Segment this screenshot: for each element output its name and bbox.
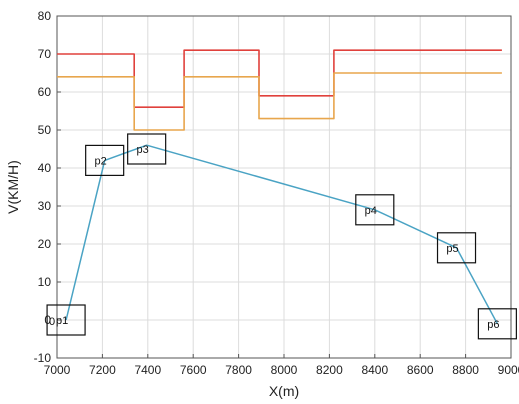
- point-marker-p6: p6: [477, 308, 517, 340]
- y-tick-label: 20: [38, 237, 52, 251]
- x-tick-label: 7200: [89, 363, 116, 377]
- point-box: [436, 232, 477, 264]
- x-axis-title: X(m): [269, 383, 299, 399]
- y-tick-label: 70: [38, 47, 52, 61]
- x-tick-label: 8000: [271, 363, 298, 377]
- point-marker-p2: p2: [85, 144, 125, 176]
- x-tick-label: 8400: [361, 363, 388, 377]
- y-axis-title: V(KM/H): [5, 160, 21, 214]
- x-tick-label: 7800: [225, 363, 252, 377]
- point-box: [355, 194, 395, 226]
- x-tick-label: 8600: [407, 363, 434, 377]
- point-box: [85, 144, 125, 176]
- y-tick-label: 30: [38, 199, 52, 213]
- point-box: [477, 308, 517, 340]
- point-box: [127, 133, 167, 165]
- series: [57, 49, 502, 325]
- point-label: p5: [446, 243, 458, 255]
- x-tick-label: 8200: [316, 363, 343, 377]
- point-markers: p1 p2 p3 p4 p5 p6: [46, 133, 517, 340]
- target-speed-series: [57, 72, 502, 131]
- x-tick-label: 7400: [134, 363, 161, 377]
- point-label: p2: [95, 155, 107, 167]
- y-tick-label: 80: [38, 9, 52, 23]
- x-tick-label: 8800: [452, 363, 479, 377]
- point-marker-p1: p1: [46, 304, 86, 336]
- annotation-zero: 0: [49, 316, 55, 328]
- point-label: p6: [487, 319, 499, 331]
- y-tick-label: -10: [34, 351, 52, 365]
- point-label: p1: [56, 315, 68, 327]
- x-tick-label: 7000: [44, 363, 71, 377]
- y-tick-label: 40: [38, 161, 52, 175]
- y-tick-label: 10: [38, 275, 52, 289]
- point-box: [46, 304, 86, 336]
- point-marker-p5: p5: [436, 232, 477, 264]
- x-tick-label: 9000: [498, 363, 519, 377]
- point-marker-p3: p3: [127, 133, 167, 165]
- y-tick-label: 0: [44, 313, 51, 327]
- ticks: 7000 7200 7400 7600 7800 8000 8200 8400 8600 8800…: [34, 9, 519, 377]
- point-label: p3: [137, 144, 149, 156]
- y-tick-label: 50: [38, 123, 52, 137]
- y-tick-label: 60: [38, 85, 52, 99]
- x-tick-label: 7600: [180, 363, 207, 377]
- point-marker-p4: p4: [355, 194, 395, 226]
- speed-curve-series: [65, 144, 499, 325]
- point-label: p4: [365, 205, 377, 217]
